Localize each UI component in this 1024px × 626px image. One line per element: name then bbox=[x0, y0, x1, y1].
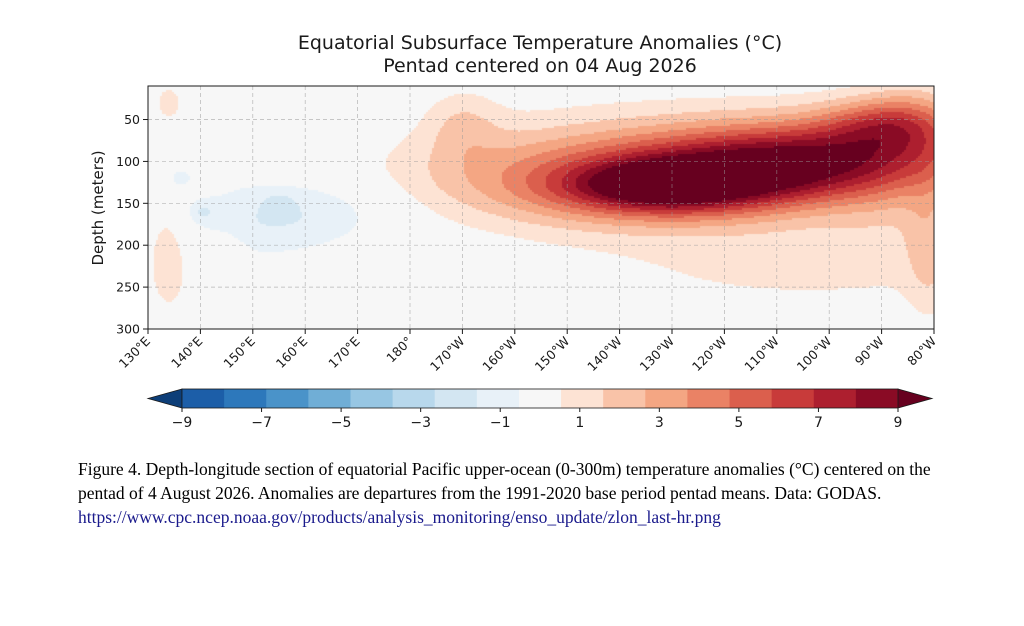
y-tick-label: 200 bbox=[116, 238, 140, 253]
caption-link[interactable]: https://www.cpc.ncep.noaa.gov/products/a… bbox=[78, 507, 721, 527]
x-tick-label: 140°E bbox=[168, 333, 206, 371]
x-tick-label: 80°W bbox=[904, 334, 939, 369]
colorbar-segment bbox=[224, 389, 267, 408]
colorbar-segment bbox=[518, 389, 562, 408]
colorbar-tick-label: 9 bbox=[894, 415, 903, 431]
colorbar-tick-label: 3 bbox=[655, 415, 664, 431]
colorbar-tick-label: −7 bbox=[251, 415, 272, 431]
colorbar-tick-label: −1 bbox=[490, 415, 511, 431]
colorbar: −9 −7 −5 −3 −1 1 3 5 7 9 bbox=[146, 388, 934, 431]
heatmap-image bbox=[148, 86, 934, 329]
y-tick-label: 50 bbox=[124, 112, 140, 127]
x-tick-label: 90°W bbox=[852, 334, 887, 369]
x-tick-label: 170°W bbox=[427, 334, 468, 375]
colorbar-segment bbox=[308, 389, 351, 408]
colorbar-tick-label: 5 bbox=[734, 415, 743, 431]
colorbar-segment bbox=[182, 389, 225, 408]
y-tick-label: 150 bbox=[116, 196, 140, 211]
caption-text: Figure 4. Depth-longitude section of equ… bbox=[78, 459, 931, 503]
plot-frame bbox=[147, 85, 935, 330]
colorbar-segment bbox=[855, 389, 899, 408]
colorbar-segment bbox=[266, 389, 309, 408]
x-tick-label: 180° bbox=[383, 334, 415, 366]
colorbar-tick-label: −5 bbox=[331, 415, 352, 431]
colorbar-segment bbox=[687, 389, 730, 408]
y-tick-label: 100 bbox=[116, 154, 140, 169]
x-tick-label: 150°E bbox=[220, 333, 258, 371]
colorbar-segment bbox=[645, 389, 688, 408]
colorbar-segment bbox=[729, 389, 773, 408]
x-tick-label: 100°W bbox=[794, 334, 835, 375]
colorbar-segment bbox=[434, 389, 478, 408]
colorbar-tick-label: 7 bbox=[814, 415, 823, 431]
y-axis: 50 100 150 200 250 300 bbox=[116, 112, 148, 337]
colorbar-tick-label: −3 bbox=[410, 415, 431, 431]
x-tick-label: 170°E bbox=[325, 333, 363, 371]
colorbar-segment bbox=[350, 389, 393, 408]
figure-caption: Figure 4. Depth-longitude section of equ… bbox=[78, 457, 978, 529]
colorbar-extend-high bbox=[897, 388, 934, 409]
colorbar-segment bbox=[476, 389, 520, 408]
colorbar-extend-low bbox=[146, 388, 183, 409]
x-tick-label: 110°W bbox=[741, 334, 782, 375]
x-tick-label: 140°W bbox=[584, 334, 625, 375]
colorbar-segment bbox=[813, 389, 857, 408]
chart-title: Equatorial Subsurface Temperature Anomal… bbox=[298, 32, 782, 54]
colorbar-segment bbox=[561, 389, 604, 408]
x-axis: 130°E 140°E 150°E 160°E 170°E 180° 170°W 160°W 1… bbox=[116, 329, 939, 374]
y-tick-label: 300 bbox=[116, 322, 140, 337]
colorbar-tick-label: 1 bbox=[575, 415, 584, 431]
x-tick-label: 160°W bbox=[479, 334, 520, 375]
chart-subtitle: Pentad centered on 04 Aug 2026 bbox=[383, 55, 697, 77]
colorbar-tick-label: −9 bbox=[172, 415, 193, 431]
y-axis-label: Depth (meters) bbox=[89, 150, 107, 265]
x-tick-label: 130°W bbox=[636, 334, 677, 375]
colorbar-segment bbox=[392, 389, 436, 408]
colorbar-segment bbox=[771, 389, 815, 408]
x-tick-label: 130°E bbox=[116, 333, 154, 371]
x-tick-label: 160°E bbox=[273, 333, 311, 371]
colorbar-frame bbox=[181, 388, 899, 409]
colorbar-segment bbox=[603, 389, 646, 408]
x-tick-label: 150°W bbox=[532, 334, 573, 375]
y-tick-label: 250 bbox=[116, 280, 140, 295]
x-tick-label: 120°W bbox=[689, 334, 730, 375]
